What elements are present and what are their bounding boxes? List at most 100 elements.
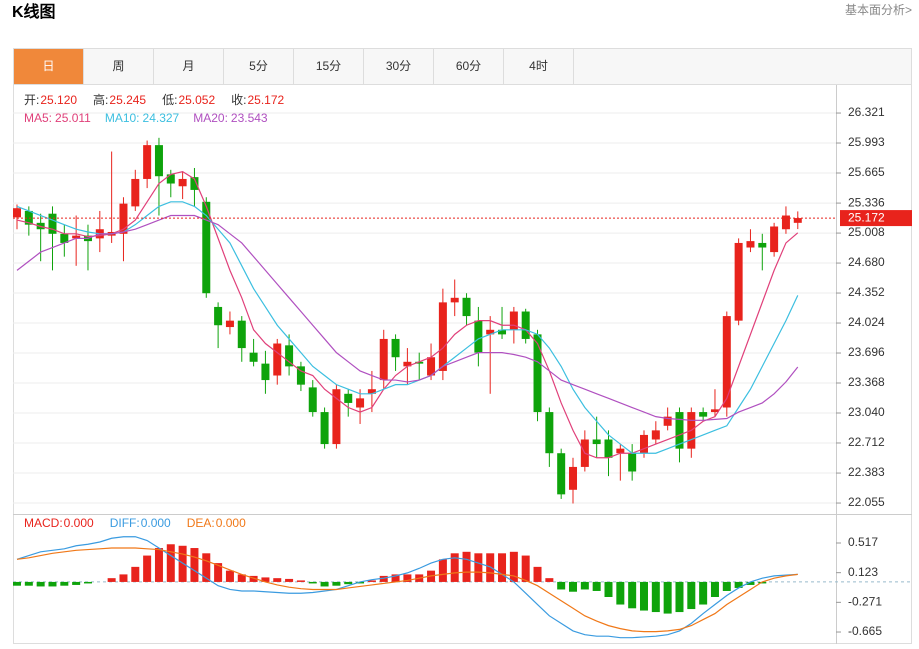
macd-bar: [261, 577, 270, 582]
y-tick-label: 23.040: [848, 405, 885, 419]
candle-body: [639, 434, 648, 454]
legend-label: MA5:: [24, 111, 52, 125]
macd-bar: [143, 555, 152, 582]
tab[interactable]: [83, 48, 154, 85]
readout-value: 25.245: [109, 93, 146, 107]
candle-body: [699, 412, 708, 417]
macd-bar: [60, 581, 69, 586]
tab-label[interactable]: 30分: [386, 59, 411, 73]
y-tick-label: 22.712: [848, 435, 885, 449]
macd-bar: [533, 566, 542, 582]
macd-bar: [131, 566, 140, 582]
tab-label[interactable]: 15分: [316, 59, 341, 73]
legend-value: 24.327: [143, 111, 180, 125]
candle-body: [261, 363, 270, 381]
macd-bar: [367, 580, 376, 582]
macd-bar: [758, 581, 767, 584]
y-tick-label: 25.008: [848, 225, 885, 239]
macd-bar: [710, 581, 719, 597]
readout-label: 高:: [93, 92, 108, 107]
candle-body: [474, 320, 483, 353]
legend-label: MA20:: [193, 111, 228, 125]
candle-body: [557, 453, 566, 495]
candle-body: [225, 320, 234, 328]
macd-bar: [746, 581, 755, 585]
indicator-line: [16, 170, 799, 459]
macd-bar: [580, 581, 589, 590]
tab-label[interactable]: 4时: [529, 59, 548, 73]
indicator-line: [16, 536, 798, 639]
y-tick-label: 0.517: [848, 535, 878, 549]
candle-body: [190, 177, 199, 190]
macd-bar: [604, 581, 613, 597]
candle-body: [72, 235, 81, 239]
tab-label[interactable]: 月: [182, 59, 194, 73]
fundamental-link[interactable]: 基本面分析>: [845, 3, 912, 17]
macd-bar: [344, 581, 353, 585]
last-price-box: [840, 210, 912, 227]
candle-body: [285, 345, 294, 367]
candle-body: [758, 242, 767, 248]
tab[interactable]: [363, 48, 434, 85]
candle-body: [509, 311, 518, 330]
candle-body: [486, 329, 495, 335]
macd-bar: [166, 544, 175, 582]
macd-bar: [569, 581, 578, 592]
candle-body: [308, 387, 317, 413]
y-tick-label: 25.336: [848, 195, 885, 209]
tab[interactable]: [503, 48, 574, 85]
last-price-label: 25.172: [848, 210, 885, 224]
candle-body: [427, 357, 436, 376]
candle-body: [746, 241, 755, 248]
candle-body: [438, 302, 447, 371]
macd-bar: [202, 553, 211, 582]
y-tick-label: 23.368: [848, 375, 885, 389]
readout-label: DEA:: [187, 516, 215, 530]
candle-body: [237, 320, 246, 349]
tab-label[interactable]: 日: [42, 59, 54, 73]
candle-body: [604, 439, 613, 458]
candle-body: [569, 466, 578, 490]
candle-body: [781, 215, 790, 230]
y-tick-label: 24.680: [848, 255, 885, 269]
macd-bar: [332, 581, 341, 586]
candle-body: [178, 178, 187, 187]
tab[interactable]: [13, 48, 84, 85]
readout-label: MACD:: [24, 516, 63, 530]
candle-body: [592, 439, 601, 445]
macd-bar: [592, 581, 601, 591]
tab-label[interactable]: 5分: [249, 59, 268, 73]
candle-body: [356, 398, 365, 408]
tab[interactable]: [293, 48, 364, 85]
macd-bar: [178, 545, 187, 582]
tab[interactable]: [433, 48, 504, 85]
y-tick-label: 22.383: [848, 465, 885, 479]
macd-bar: [722, 581, 731, 591]
macd-bar: [249, 575, 258, 582]
macd-bar: [119, 574, 128, 582]
candle-body: [391, 338, 400, 358]
candle-body: [166, 174, 175, 184]
candle-body: [533, 334, 542, 413]
tab[interactable]: [153, 48, 224, 85]
candle-body: [296, 366, 305, 385]
tab-label[interactable]: 60分: [456, 59, 481, 73]
candle-body: [24, 210, 33, 225]
tab-label[interactable]: 周: [112, 59, 124, 73]
y-tick-label: 24.024: [848, 315, 885, 329]
candle-body: [628, 453, 637, 472]
macd-bar: [687, 581, 696, 610]
macd-bar: [545, 578, 554, 582]
y-tick-label: 0.123: [848, 565, 878, 579]
macd-bar: [486, 553, 495, 582]
y-tick-label: 26.321: [848, 105, 885, 119]
macd-bar: [107, 578, 116, 582]
macd-bar: [13, 581, 21, 586]
candle-body: [249, 352, 258, 362]
candle-body: [367, 389, 376, 394]
macd-bar: [734, 581, 743, 588]
macd-bar: [628, 581, 637, 609]
candle-body: [770, 226, 779, 253]
candle-body: [450, 297, 459, 303]
